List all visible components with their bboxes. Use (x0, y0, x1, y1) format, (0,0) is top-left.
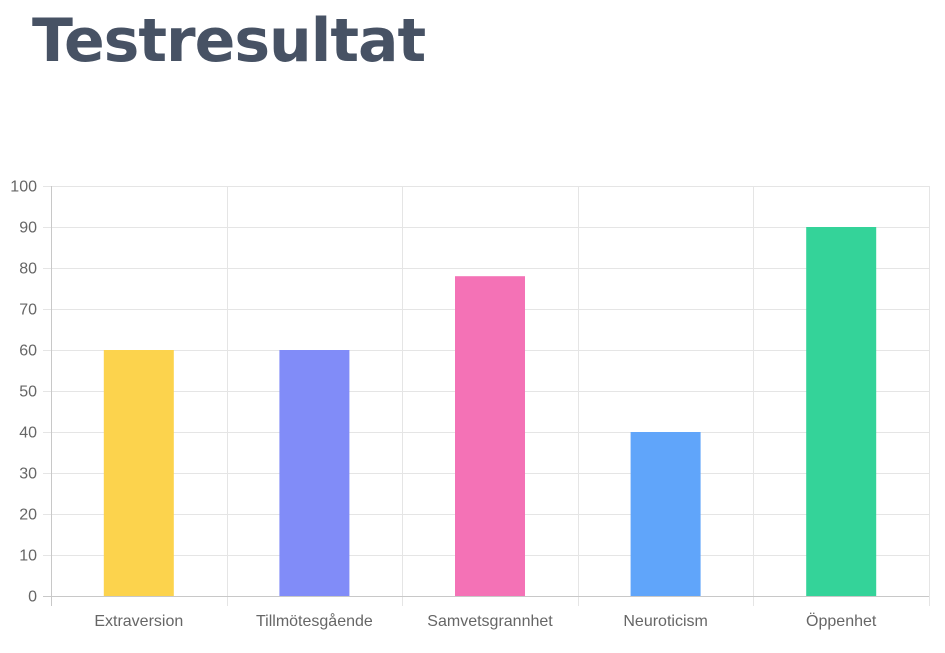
y-tick-label: 90 (19, 220, 37, 237)
x-tick-label: Öppenhet (806, 612, 877, 630)
y-tick-label: 30 (19, 466, 37, 483)
y-tick-label: 60 (19, 343, 37, 360)
bar-tillmötesgående[interactable] (279, 350, 350, 596)
bar-extraversion[interactable] (103, 350, 174, 596)
bars-layer (103, 227, 877, 596)
labels-layer: 0 10 20 30 40 50 60 70 80 90 100 Extraversion Tillmö… (10, 179, 877, 631)
page-title: Testresultat (32, 6, 426, 76)
x-tick-label: Tillmötesgående (256, 612, 373, 630)
bar-samvetsgrannhet[interactable] (455, 276, 525, 596)
y-tick-label: 80 (19, 261, 37, 278)
y-tick-label: 10 (19, 548, 37, 565)
bar-neuroticism[interactable] (630, 432, 701, 596)
y-tick-label: 0 (28, 589, 37, 606)
y-tick-label: 100 (10, 179, 37, 196)
y-tick-label: 50 (19, 384, 37, 401)
y-tick-label: 20 (19, 507, 37, 524)
y-tick-label: 70 (19, 302, 37, 319)
x-tick-label: Neuroticism (623, 613, 707, 630)
y-tick-label: 40 (19, 425, 37, 442)
x-tick-label: Extraversion (94, 613, 183, 630)
x-tick-label: Samvetsgrannhet (427, 613, 553, 630)
bar-öppenhet[interactable] (806, 227, 877, 596)
